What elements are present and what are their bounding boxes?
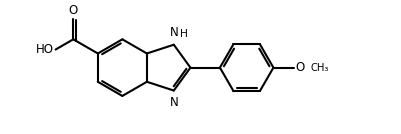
Text: N: N	[169, 96, 178, 109]
Text: O: O	[69, 4, 78, 17]
Text: H: H	[179, 29, 187, 39]
Text: O: O	[294, 61, 304, 74]
Text: CH₃: CH₃	[310, 63, 328, 73]
Text: N: N	[169, 26, 178, 39]
Text: HO: HO	[36, 43, 54, 56]
